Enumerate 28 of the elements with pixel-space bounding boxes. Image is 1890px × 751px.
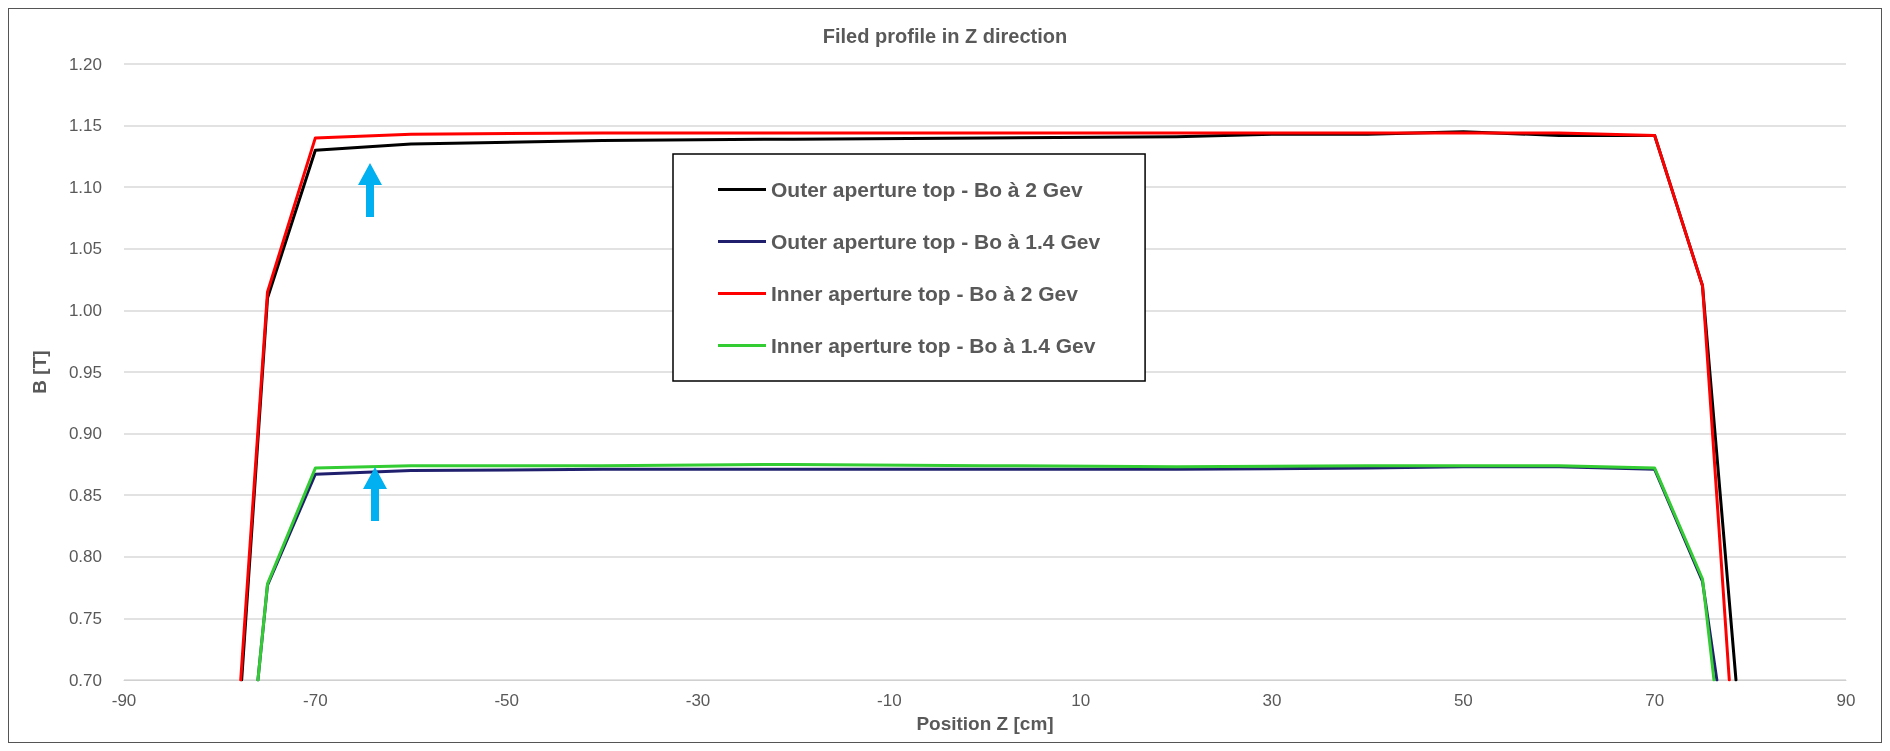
y-tick-label: 1.20 <box>68 54 102 74</box>
x-tick-label: 90 <box>1836 691 1856 710</box>
legend-label: Inner aperture top - Bo à 1.4 Gev <box>771 334 1096 357</box>
chart-title: Filed profile in Z direction <box>822 25 1068 47</box>
legend-label: Outer aperture top - Bo à 2 Gev <box>771 178 1083 201</box>
y-tick-label: 0.70 <box>68 670 102 690</box>
y-tick-label: 0.90 <box>68 424 102 444</box>
y-tick-label: 0.75 <box>68 608 102 628</box>
x-tick-label: -50 <box>494 691 519 710</box>
x-tick-label: -90 <box>111 691 137 710</box>
y-axis-title: B [T] <box>29 350 50 394</box>
x-tick-label: -30 <box>685 691 711 710</box>
y-tick-label: 1.10 <box>68 177 102 197</box>
y-tick-label: 1.05 <box>68 239 102 259</box>
x-tick-label: 10 <box>1071 691 1091 710</box>
y-tick-label: 0.95 <box>68 362 102 382</box>
x-tick-label: -10 <box>877 691 902 710</box>
y-tick-label: 1.00 <box>68 300 102 320</box>
y-tick-label: 0.80 <box>68 547 102 567</box>
y-tick-label: 0.85 <box>68 485 102 505</box>
x-tick-label: -70 <box>303 691 328 710</box>
x-axis-title: Position Z [cm] <box>916 712 1054 734</box>
x-tick-label: 30 <box>1262 691 1282 710</box>
legend-label: Inner aperture top - Bo à 2 Gev <box>771 282 1079 305</box>
x-tick-label: 70 <box>1645 691 1665 710</box>
x-tick-label: 50 <box>1453 691 1473 710</box>
y-tick-label: 1.15 <box>68 116 102 136</box>
legend-label: Outer aperture top - Bo à 1.4 Gev <box>771 230 1101 253</box>
